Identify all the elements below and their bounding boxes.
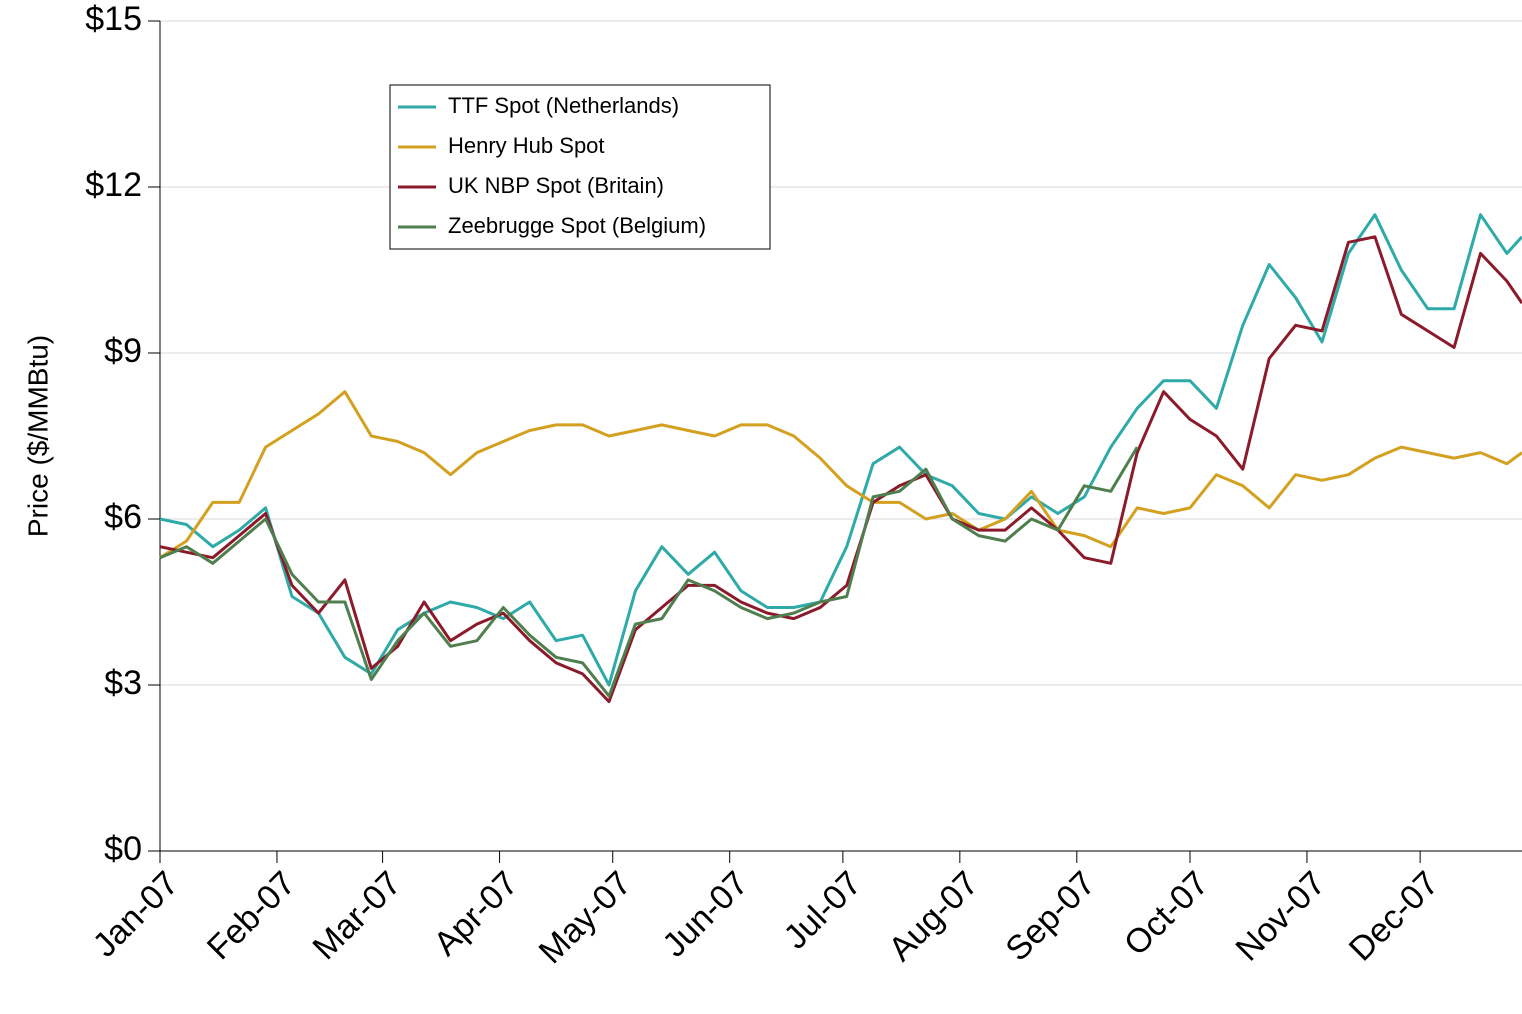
series-line — [159, 446, 1139, 698]
x-tick-label: Sep-07 — [998, 864, 1102, 968]
y-tick-label: $15 — [85, 0, 142, 38]
x-tick-label: Jan-07 — [86, 864, 186, 964]
y-tick-label: $12 — [85, 166, 142, 204]
legend-label: UK NBP Spot (Britain) — [448, 173, 664, 198]
x-tick-label: Jun-07 — [655, 864, 755, 964]
x-tick-label: Oct-07 — [1117, 864, 1216, 963]
series-line — [159, 235, 1522, 704]
x-tick-label: Feb-07 — [200, 864, 303, 967]
y-axis-label: Price ($/MMBtu) — [22, 335, 53, 537]
y-tick-label: $0 — [104, 830, 142, 868]
x-tick-label: Jul-07 — [777, 864, 869, 956]
series-line — [159, 390, 1522, 559]
x-tick-label: May-07 — [532, 864, 639, 971]
series-line — [159, 213, 1522, 687]
y-tick-label: $6 — [104, 498, 142, 536]
legend: TTF Spot (Netherlands) Henry Hub Spot UK N… — [389, 84, 771, 250]
x-tick-label: Mar-07 — [306, 864, 409, 967]
y-tick-label: $9 — [104, 332, 142, 370]
legend-label: TTF Spot (Netherlands) — [448, 93, 679, 118]
y-tick-label: $3 — [104, 664, 142, 702]
legend-box — [389, 84, 771, 250]
x-tick-label: Apr-07 — [427, 864, 526, 963]
legend-label: Zeebrugge Spot (Belgium) — [448, 213, 706, 238]
x-tick-label: Nov-07 — [1229, 864, 1333, 968]
x-tick-label: Aug-07 — [881, 864, 985, 968]
legend-label: Henry Hub Spot — [448, 133, 605, 158]
x-tick-label: Dec-07 — [1342, 864, 1446, 968]
